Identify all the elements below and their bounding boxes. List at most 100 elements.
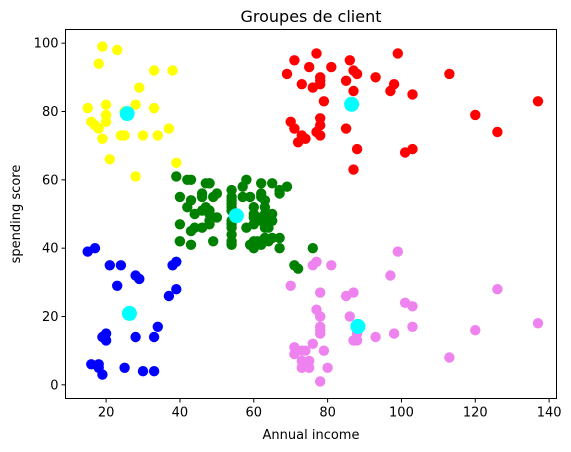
y-tick-label: 80	[42, 105, 59, 120]
data-point	[237, 191, 248, 203]
series-5	[119, 96, 366, 334]
data-point	[348, 164, 359, 175]
data-point	[130, 171, 141, 182]
data-point	[134, 82, 145, 93]
data-point	[174, 219, 186, 230]
data-point	[112, 280, 123, 291]
data-point	[163, 290, 175, 302]
x-tick-label: 20	[98, 406, 115, 421]
data-point	[189, 222, 200, 233]
data-point	[385, 270, 396, 281]
points-layer	[82, 41, 544, 387]
data-point	[300, 133, 311, 144]
data-point	[407, 89, 418, 100]
centroid-point	[228, 208, 244, 224]
data-point	[296, 355, 307, 367]
y-axis-ticks: 0 20 40 60 80 100	[34, 37, 66, 393]
data-point	[148, 366, 160, 377]
x-tick-label: 80	[319, 406, 336, 421]
centroid-point	[121, 305, 137, 321]
chart-title: Groupes de client	[240, 7, 381, 26]
data-point	[289, 123, 300, 134]
data-point	[97, 133, 108, 144]
data-point	[281, 181, 293, 192]
centroid-point	[119, 106, 135, 122]
data-point	[167, 65, 178, 76]
data-point	[370, 72, 381, 83]
data-point	[307, 243, 318, 254]
data-point	[296, 79, 307, 90]
data-point	[315, 328, 326, 339]
data-point	[211, 188, 223, 199]
data-point	[185, 239, 197, 250]
data-point	[119, 362, 130, 373]
data-point	[93, 362, 104, 373]
x-tick-label: 60	[246, 406, 263, 421]
plot-frame	[65, 29, 557, 399]
data-point	[267, 232, 278, 244]
data-point	[204, 219, 215, 230]
data-point	[285, 280, 296, 291]
data-point	[97, 41, 108, 52]
data-point	[318, 96, 330, 107]
data-point	[267, 208, 278, 220]
data-point	[351, 143, 363, 155]
data-point	[137, 130, 149, 141]
data-point	[185, 174, 197, 185]
data-point	[392, 48, 403, 59]
data-point	[315, 311, 326, 322]
data-point	[304, 355, 315, 367]
data-point	[100, 99, 112, 110]
data-point	[119, 130, 130, 141]
data-point	[344, 55, 355, 66]
data-point	[532, 96, 544, 107]
data-point	[307, 338, 318, 349]
data-point	[304, 61, 315, 73]
data-point	[388, 79, 400, 90]
data-point	[148, 65, 160, 76]
data-point	[152, 321, 163, 332]
data-point	[174, 191, 186, 203]
data-point	[532, 318, 544, 329]
x-axis-ticks: 20 40 60 80 100 120 140	[98, 398, 562, 421]
data-point	[171, 284, 182, 295]
data-point	[82, 102, 93, 114]
series-3	[82, 243, 182, 380]
data-point	[326, 260, 337, 271]
centroid-point	[350, 318, 366, 334]
data-point	[311, 48, 322, 59]
data-point	[267, 178, 278, 189]
data-point	[134, 273, 145, 285]
data-point	[171, 171, 182, 182]
data-point	[340, 75, 352, 87]
data-point	[137, 366, 149, 377]
data-point	[388, 328, 400, 339]
data-point	[322, 362, 333, 373]
data-point	[171, 157, 182, 168]
data-point	[315, 113, 326, 124]
y-tick-label: 20	[42, 310, 59, 325]
data-point	[307, 260, 318, 271]
data-point	[274, 243, 285, 254]
data-point	[211, 212, 223, 223]
x-tick-label: 40	[172, 406, 189, 421]
data-point	[112, 44, 123, 56]
data-point	[226, 222, 237, 233]
data-point	[370, 331, 381, 343]
data-point	[315, 287, 326, 298]
data-point	[100, 109, 112, 121]
data-point	[300, 345, 311, 356]
data-point	[259, 195, 271, 206]
data-point	[185, 195, 197, 206]
title-group: Groupes de client	[240, 7, 381, 26]
data-point	[274, 188, 285, 199]
data-point	[492, 126, 503, 138]
data-point	[130, 331, 141, 343]
y-axis-label: spending score	[9, 165, 24, 264]
y-tick-label: 40	[42, 242, 59, 257]
data-point	[244, 191, 256, 203]
data-point	[470, 325, 481, 336]
data-point	[348, 85, 359, 97]
data-point	[148, 331, 160, 343]
